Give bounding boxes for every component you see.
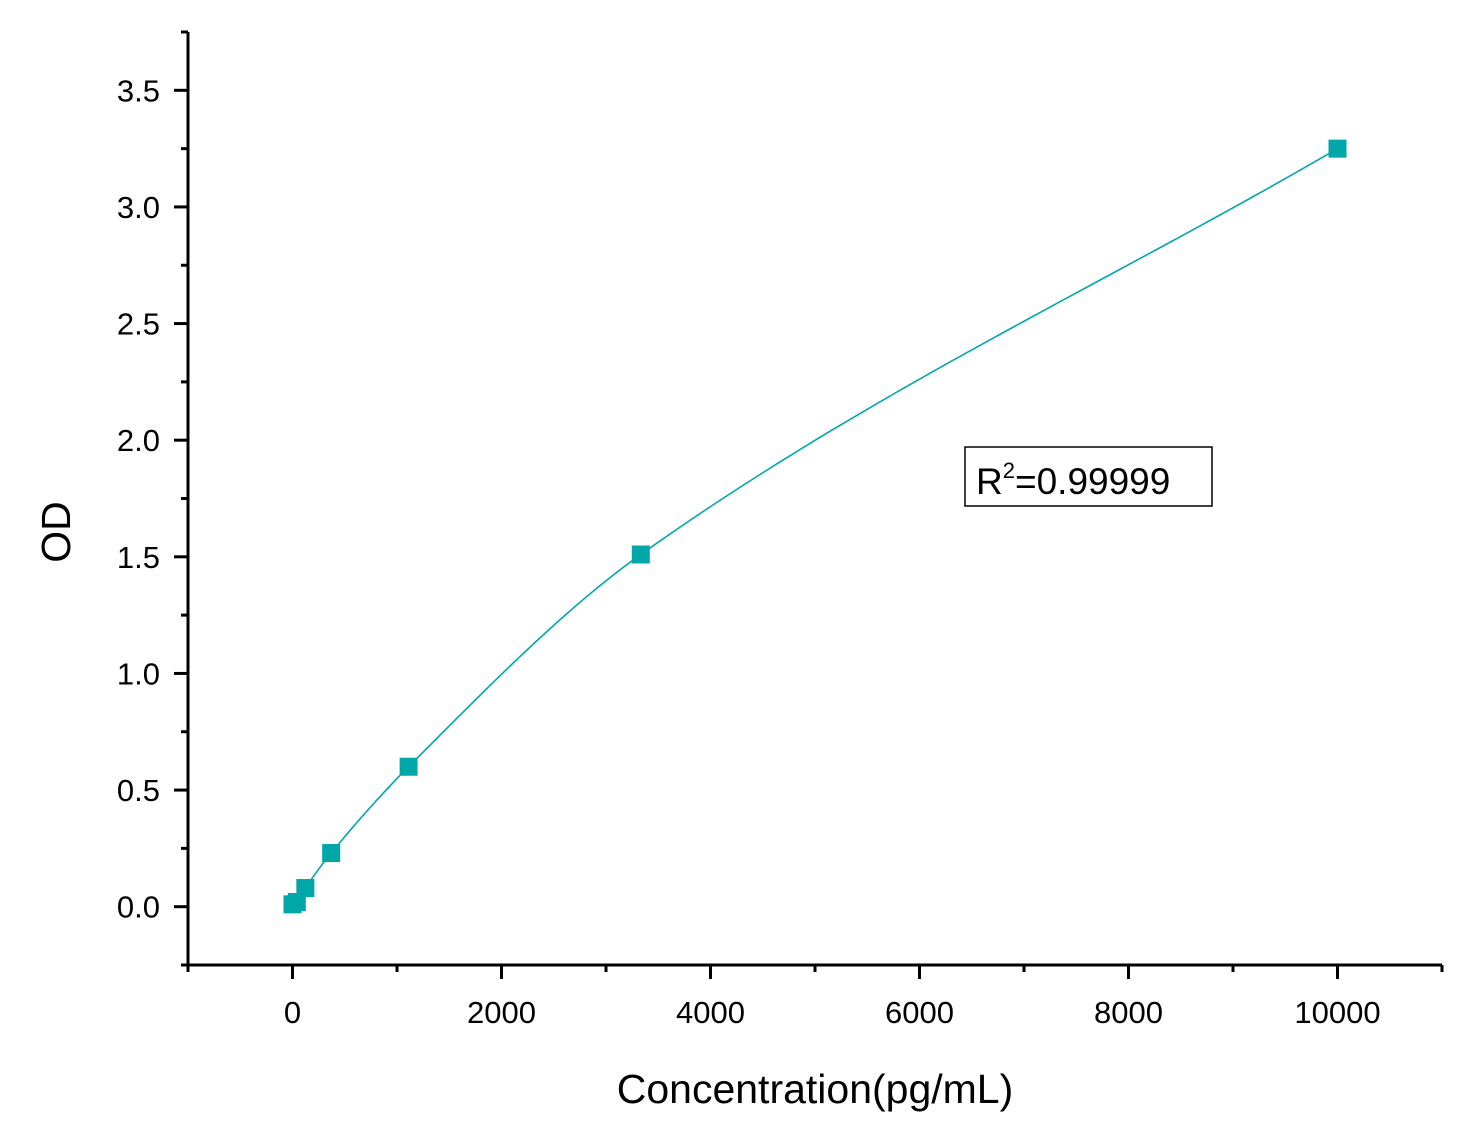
data-point: [287, 893, 306, 912]
data-point: [296, 879, 315, 898]
x-tick-label: 0: [284, 995, 301, 1030]
x-tick-label: 6000: [885, 995, 954, 1030]
y-tick-label: 1.5: [117, 540, 160, 575]
x-tick-label: 10000: [1294, 995, 1380, 1030]
data-point: [631, 545, 650, 564]
r2-annotation-box: [964, 446, 1213, 507]
data-point: [399, 757, 418, 776]
y-tick-label: 2.0: [117, 423, 160, 458]
data-point: [1328, 139, 1347, 158]
data-point: [322, 844, 341, 863]
y-tick-label: 2.5: [117, 307, 160, 342]
r2-annotation-value: =0.99999: [1015, 461, 1170, 502]
r2-annotation-text: R2=0.99999: [976, 458, 1170, 502]
x-tick-label: 4000: [676, 995, 745, 1030]
y-tick-label: 3.5: [117, 73, 160, 108]
y-tick-label: 1.0: [117, 656, 160, 691]
x-ticks: 0 2000 4000 6000 8000 10000: [186, 965, 1444, 1030]
y-tick-label: 0.5: [117, 773, 160, 808]
y-ticks: 0.0 0.5 1.0 1.5 2.0 2.5 3.0 3.5: [117, 30, 188, 967]
x-axis-title: Concentration(pg/mL): [617, 1066, 1014, 1112]
r2-annotation-superscript: 2: [1003, 458, 1015, 483]
y-tick-label: 3.0: [117, 190, 160, 225]
axes: 0.0 0.5 1.0 1.5 2.0 2.5 3.0 3.5 0 2000 4000 6000 80…: [117, 30, 1444, 1030]
y-tick-label: 0.0: [117, 890, 160, 925]
x-tick-label: 8000: [1094, 995, 1163, 1030]
fit-curve: [292, 147, 1338, 906]
r2-annotation: R2=0.99999: [964, 446, 1213, 507]
y-axis-title: OD: [33, 501, 79, 563]
r2-annotation-main: R: [976, 461, 1003, 502]
data-points: [283, 139, 1347, 914]
x-tick-label: 2000: [467, 995, 536, 1030]
